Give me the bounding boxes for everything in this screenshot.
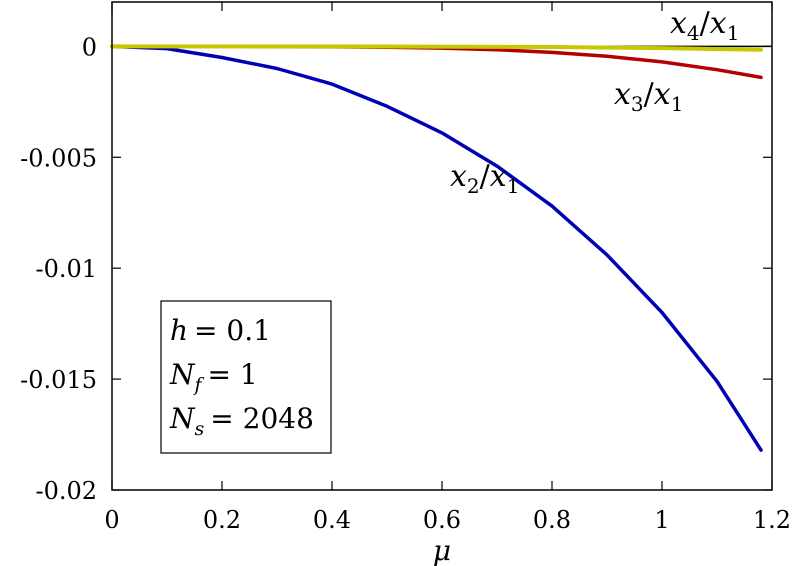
series-labels: x2/x1 x3/x1 x4/x1 — [450, 6, 739, 198]
x-tick-label: 0 — [104, 506, 119, 534]
y-tick-label: -0.02 — [35, 477, 97, 505]
x-axis-label: μ — [433, 534, 451, 566]
x-tick-labels: 0 0.2 0.4 0.6 0.8 1 1.2 — [104, 506, 791, 534]
plot-frame — [111, 1, 773, 491]
x-tick-label: 1.2 — [753, 506, 791, 534]
x-tick-label: 0.2 — [203, 506, 241, 534]
annotation-frame — [160, 300, 332, 454]
series-line-2 — [110, 44, 763, 452]
x-tick-label: 0.6 — [423, 506, 461, 534]
y-tick-label: 0 — [82, 33, 97, 61]
series-group — [110, 44, 763, 452]
x-tick-label: 0.4 — [313, 506, 351, 534]
series-label-3: x3/x1 — [614, 77, 683, 116]
y-tick-labels: 0 -0.005 -0.01 -0.015 -0.02 — [20, 33, 97, 505]
annotation-line: Ns = 2048 — [169, 402, 314, 440]
series-label-2: x2/x1 — [450, 159, 519, 198]
y-tick-label: -0.01 — [35, 255, 97, 283]
series-line-3 — [110, 44, 763, 80]
annotation-line: h = 0.1 — [170, 314, 271, 347]
series-line-4 — [110, 44, 763, 52]
annotation-box: h = 0.1 Nf = 1 Ns = 2048 — [160, 300, 332, 454]
x-tick-label: 1 — [654, 506, 669, 534]
annotation-line: Nf = 1 — [169, 358, 258, 396]
x-tick-label: 0.8 — [533, 506, 571, 534]
series-label-4: x4/x1 — [670, 6, 739, 45]
y-tick-label: -0.005 — [20, 144, 97, 172]
y-tick-label: -0.015 — [20, 366, 97, 394]
